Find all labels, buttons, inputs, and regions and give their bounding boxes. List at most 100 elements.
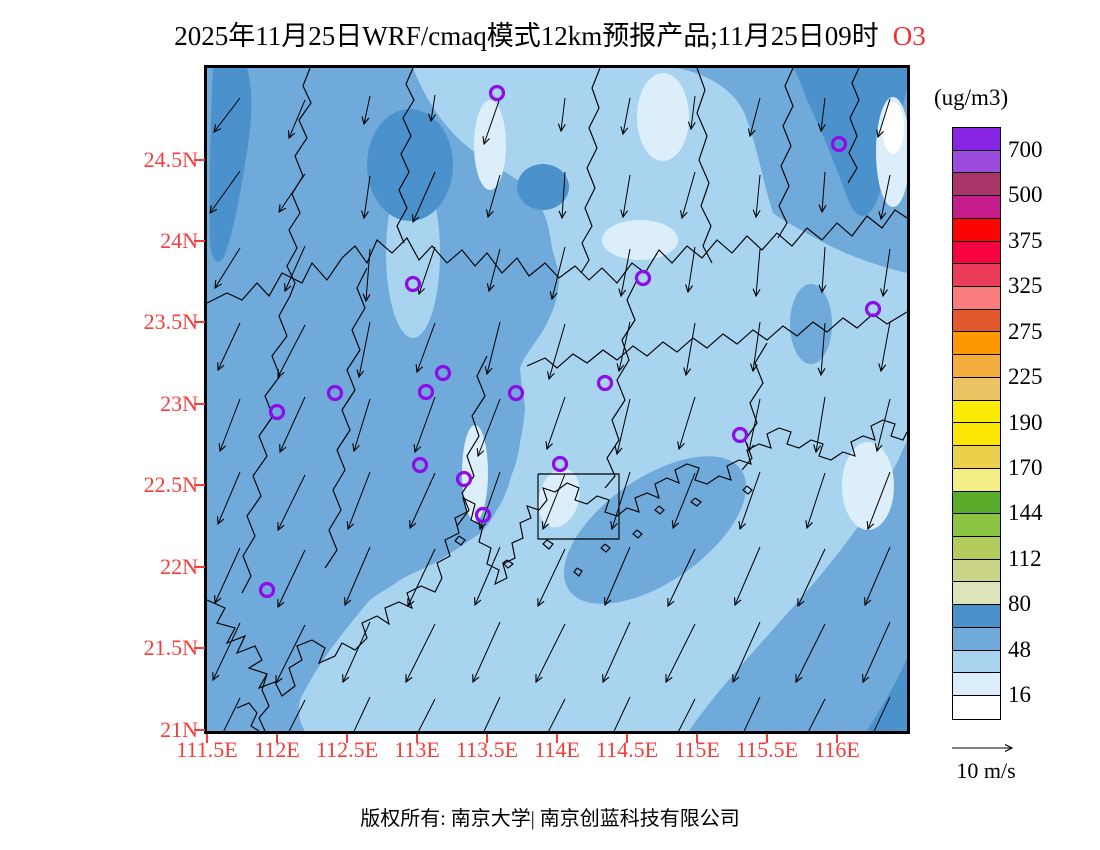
wind-arrow [620,97,631,136]
boundary-line [258,673,270,731]
page-title: 2025年11月25日WRF/cmaq模式12km预报产品;11月25日09时 O… [0,14,1100,53]
wind-arrow [541,473,566,531]
lat-tick [194,403,205,405]
lat-tick [194,240,205,242]
colorbar-value-275: 275 [1008,318,1043,344]
wind-arrow [288,699,306,731]
colorbar-value-16: 16 [1008,682,1031,708]
colorbar-segment-5 [953,241,1000,265]
wind-arrow [750,321,761,373]
region-offshore-medium-blob [563,456,747,604]
wind-arrow [752,174,761,219]
boundary-line [207,209,907,304]
wind-arrow [284,245,306,293]
boundary-line [241,295,291,594]
concentration-contour-fills [207,68,907,731]
wind-arrow [356,321,371,379]
city-marker [326,384,344,402]
wind-arrow [223,697,241,731]
region-east-pale-oval [842,442,894,530]
colorbar-segment-11 [953,377,1000,401]
colorbar [952,127,1001,720]
title-text: 2025年11月25日WRF/cmaq模式12km预报产品;11月25日09时 [174,21,879,51]
wind-arrow [486,248,501,293]
city-marker [404,275,422,293]
wind-arrow [361,95,371,126]
wind-arrow [346,471,371,531]
colorbar-value-190: 190 [1008,409,1043,435]
colorbar-unit-label: (ug/m3) [934,85,1009,110]
boundary-line [324,267,368,569]
wind-arrow [866,471,891,531]
wind-arrow [277,549,306,609]
map-canvas [207,68,907,731]
wind-arrow [413,396,436,454]
wind-arrow [547,323,566,381]
lon-tick [556,734,558,743]
wind-arrow [732,621,761,684]
wind-arrow [613,696,631,731]
wind-arrow [405,623,436,684]
boundary-line [777,68,794,239]
wind-arrow [878,321,891,373]
colorbar-segment-23 [953,650,1000,674]
colorbar-segment-6 [953,264,1000,288]
wind-arrow [795,623,826,684]
city-marker [455,470,473,488]
wind-arrow [685,246,696,294]
wind-arrow [472,621,501,684]
wind-arrow [805,472,826,530]
colorbar-segment-10 [953,355,1000,378]
lon-tick [276,734,278,743]
city-marker [488,84,506,102]
lat-label-24.5N: 24.5N [143,147,198,172]
wind-arrow [549,246,566,301]
wind-arrow [415,322,436,374]
wind-arrow [217,322,241,372]
wind-arrow [353,696,371,731]
wind-arrow [417,246,436,296]
boundary-line [600,543,611,553]
wind-arrow [476,398,501,458]
wind-arrow [610,471,631,531]
lat-label-21N: 21N [160,717,198,742]
colorbar-value-144: 144 [1008,500,1043,526]
region-hongkong-pale-patch [538,468,580,528]
colorbar-segment-22 [953,627,1000,651]
wind-arrow [602,621,631,684]
wind-arrow [614,398,631,456]
wind-arrow [412,171,436,224]
wind-arrow [818,246,827,294]
lat-label-24N: 24N [160,228,198,253]
wind-arrow [558,171,567,220]
forecast-map [204,65,910,734]
boundary-line [604,279,638,489]
colorbar-value-112: 112 [1008,545,1042,571]
colorbar-value-325: 325 [1008,273,1043,299]
coastline-and-borders [207,68,907,731]
colorbar-value-80: 80 [1008,591,1031,617]
boundary-line [502,559,514,569]
lat-tick [194,647,205,649]
wind-arrow [428,94,436,123]
region-northeast-white-core [882,102,904,154]
wind-arrow [278,173,306,214]
wind-arrow [878,174,891,221]
wind-arrow [620,174,631,219]
wind-arrow [876,98,891,139]
lat-label-22N: 22N [160,554,198,579]
wind-arrow [808,698,826,731]
wind-arrow [213,97,241,133]
colorbar-segment-24 [953,673,1000,696]
lat-label-23.5N: 23.5N [143,309,198,334]
hongkong-region-box [537,473,620,540]
wind-arrow [214,247,241,290]
boundary-line [654,505,665,515]
wind-arrow [277,324,306,379]
wind-arrow [209,170,241,215]
city-marker [634,269,652,287]
city-marker [596,374,614,392]
lon-tick [696,734,698,743]
city-marker [507,384,525,402]
wind-arrow [342,621,371,684]
